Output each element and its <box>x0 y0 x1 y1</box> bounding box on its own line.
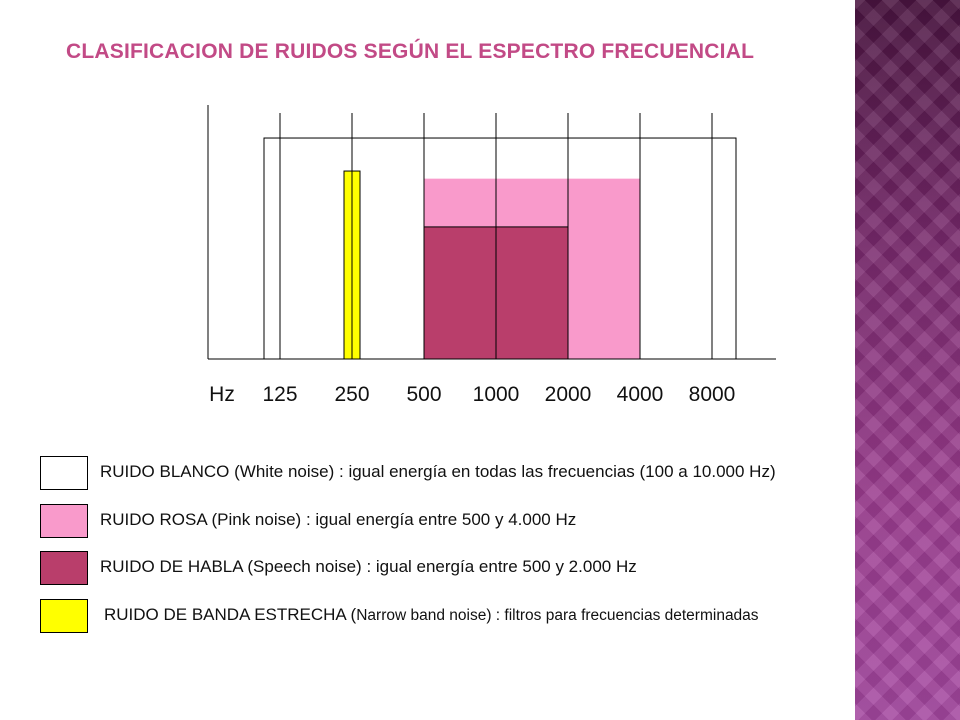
tick-label-2000: 2000 <box>545 383 592 406</box>
legend-label-white: RUIDO BLANCO (White noise) : igual energ… <box>100 462 776 481</box>
tick-label-500: 500 <box>406 383 441 406</box>
decorative-side-band <box>855 0 960 720</box>
legend-label-narrow-a: RUIDO DE BANDA ESTRECHA ( <box>104 605 357 624</box>
page-title: CLASIFICACION DE RUIDOS SEGÚN EL ESPECTR… <box>66 40 755 63</box>
tick-label-250: 250 <box>334 383 369 406</box>
legend-swatch-narrow <box>40 599 88 633</box>
tick-label-1000: 1000 <box>473 383 520 406</box>
legend-label-speech: RUIDO DE HABLA (Speech noise) : igual en… <box>100 557 637 576</box>
spectrum-chart: Hz 125 250 500 1000 2000 4000 8000 <box>207 105 776 406</box>
tick-label-8000: 8000 <box>689 383 736 406</box>
legend-swatch-speech <box>40 551 88 585</box>
legend-label-narrow-b: Narrow band noise) : filtros para frecue… <box>356 607 759 624</box>
legend-swatch-white <box>40 456 88 490</box>
tick-label-4000: 4000 <box>617 383 664 406</box>
legend-swatch-pink <box>40 504 88 538</box>
tick-label-125: 125 <box>262 383 297 406</box>
legend-label-narrow: RUIDO DE BANDA ESTRECHA (Narrow band noi… <box>104 605 759 625</box>
axis-unit-label: Hz <box>209 383 235 406</box>
legend-label-pink: RUIDO ROSA (Pink noise) : igual energía … <box>100 510 577 529</box>
